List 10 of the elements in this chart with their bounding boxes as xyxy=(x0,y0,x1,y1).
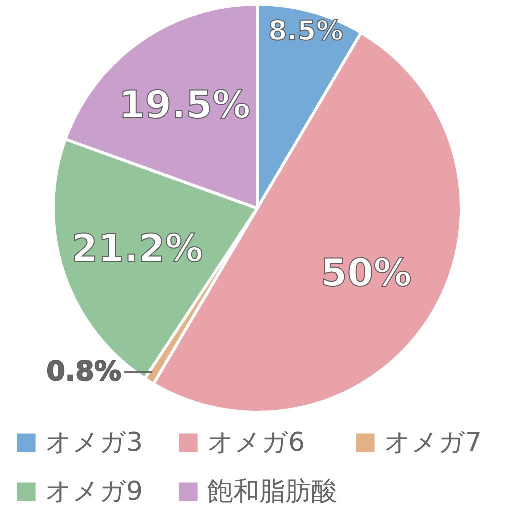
legend-label: オメガ6 xyxy=(208,427,306,460)
data-label: 19.5% xyxy=(118,83,251,128)
legend-label: オメガ7 xyxy=(384,427,484,460)
data-label: 8.5% xyxy=(268,16,344,47)
data-label: 0.8% xyxy=(46,356,122,388)
data-label: 50% xyxy=(320,250,412,295)
legend-label: オメガ3 xyxy=(46,427,144,460)
legend-label: 飽和脂肪酸 xyxy=(208,476,338,509)
legend-label: オメガ9 xyxy=(46,476,144,509)
data-label: 21.2% xyxy=(72,226,204,270)
